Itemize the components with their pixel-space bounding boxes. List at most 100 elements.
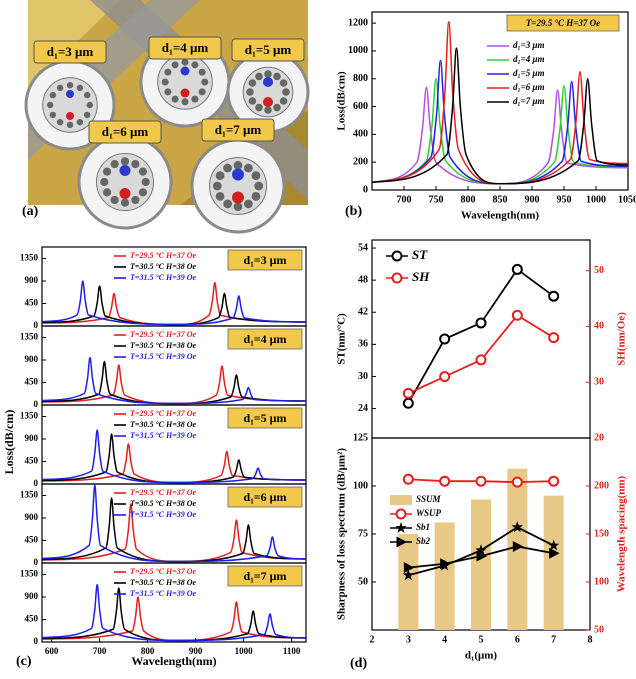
legend-label: T=29.5 °C H=37 Oe	[130, 251, 197, 260]
air-hole	[279, 79, 288, 87]
x-tick-label: 1000	[586, 194, 606, 205]
panel-label: (a)	[22, 204, 39, 219]
legend-label: Sb1	[416, 522, 430, 532]
legend-label: T=29.5 °C H=37 Oe	[130, 409, 197, 418]
marker	[511, 521, 523, 533]
air-hole	[223, 163, 233, 173]
y-tick-label: 48	[358, 274, 368, 285]
air-hole	[120, 157, 130, 166]
x-tick-label: 800	[141, 646, 155, 656]
air-hole	[180, 88, 190, 98]
air-hole	[171, 61, 179, 69]
air-hole	[66, 121, 74, 128]
legend-label: d₁=5 μm	[513, 68, 545, 78]
legend-label: d₁=4 μm	[513, 54, 545, 64]
air-hole	[49, 111, 57, 119]
marker	[511, 476, 523, 488]
y-tick-label: 54	[358, 242, 368, 253]
bar	[398, 534, 419, 630]
subplot-title: d₁=5 μm	[244, 411, 287, 425]
y2-tick-label: 50	[594, 265, 604, 276]
x-tick-label: 700	[397, 194, 412, 205]
air-hole	[251, 171, 261, 181]
series-line	[371, 47, 629, 185]
x-tick-label: 1100	[283, 646, 301, 656]
air-hole	[191, 95, 199, 103]
x-tick-label: 1000	[235, 646, 254, 656]
y2-axis-title: Wavelength spacing(nm)	[616, 475, 628, 592]
air-hole	[76, 118, 84, 126]
x-axis-title: d₁(μm)	[465, 650, 497, 662]
series-line	[41, 443, 307, 484]
air-hole	[164, 68, 172, 76]
label-box	[148, 36, 222, 60]
y-tick-label: 0	[34, 478, 39, 488]
air-hole	[215, 171, 225, 181]
legend-label: T=30.5 °C H=38 Oe	[130, 578, 197, 587]
y-tick-label: 900	[25, 433, 39, 443]
air-hole	[191, 61, 199, 69]
legend-label: ST	[412, 247, 428, 262]
air-hole	[138, 188, 148, 197]
legend-label: T=30.5 °C H=38 Oe	[130, 499, 197, 508]
marker	[391, 250, 403, 262]
legend-label: T=31.5 °C H=39 Oe	[130, 431, 197, 440]
x-tick-label: 600	[45, 646, 59, 656]
y-tick-label: 200	[353, 156, 368, 167]
y2-tick-label: 200	[594, 480, 609, 491]
y-tick-label: 75	[358, 528, 368, 539]
air-hole	[161, 78, 169, 86]
x-tick-label: 950	[557, 194, 572, 205]
title-box	[227, 565, 303, 587]
x-tick-label: 3	[406, 634, 411, 645]
x-tick-label: 7	[551, 634, 556, 645]
marker	[549, 547, 560, 559]
marker	[548, 332, 560, 344]
subplot-title: d₁=6 μm	[244, 490, 287, 504]
y-tick-label: 30	[358, 371, 368, 382]
marker	[476, 550, 487, 562]
legend-label: d₁=3 μm	[513, 40, 545, 50]
y-tick-label: 900	[25, 354, 39, 364]
air-hole	[263, 77, 273, 87]
air-hole	[201, 78, 209, 86]
legend-label: T=31.5 °C H=39 Oe	[130, 510, 197, 519]
x-tick-label: 4	[442, 634, 447, 645]
x-tick-label: 750	[429, 194, 444, 205]
air-hole	[76, 84, 84, 92]
bar	[543, 495, 564, 630]
fiber-label: d₁=4 μm	[162, 40, 209, 55]
subplot-title: d₁=4 μm	[244, 332, 287, 346]
air-hole	[198, 88, 206, 96]
y-tick-label: 450	[25, 535, 39, 545]
air-hole	[131, 159, 140, 169]
x-tick-label: 700	[93, 646, 107, 656]
y-tick-label: 0	[34, 320, 39, 330]
air-hole	[181, 98, 189, 106]
legend-label: d₁=7 μm	[513, 96, 545, 106]
legend-label: T=30.5 °C H=38 Oe	[130, 262, 197, 271]
y-tick-label: 450	[25, 377, 39, 387]
air-hole	[248, 97, 257, 105]
y2-tick-label: 100	[594, 576, 609, 587]
series-line	[41, 356, 307, 405]
legend-label: T=29.5 °C H=37 Oe	[130, 567, 197, 576]
subplot-title: d₁=3 μm	[244, 253, 287, 267]
marker	[439, 333, 451, 345]
air-hole	[47, 101, 54, 109]
y-tick-label: 450	[25, 456, 39, 466]
air-hole	[255, 103, 263, 112]
panel-label: (b)	[345, 204, 362, 219]
marker	[475, 317, 487, 329]
title-box	[227, 407, 303, 429]
plot-frame	[41, 562, 307, 643]
marker	[402, 569, 414, 581]
fiber-label: d₁=7 μm	[215, 122, 262, 137]
marker	[395, 522, 407, 533]
y-tick-label: 36	[358, 339, 368, 350]
series-line	[41, 360, 307, 405]
air-hole	[181, 58, 189, 66]
y-tick-label: 0	[34, 557, 39, 567]
air-hole	[243, 199, 253, 209]
